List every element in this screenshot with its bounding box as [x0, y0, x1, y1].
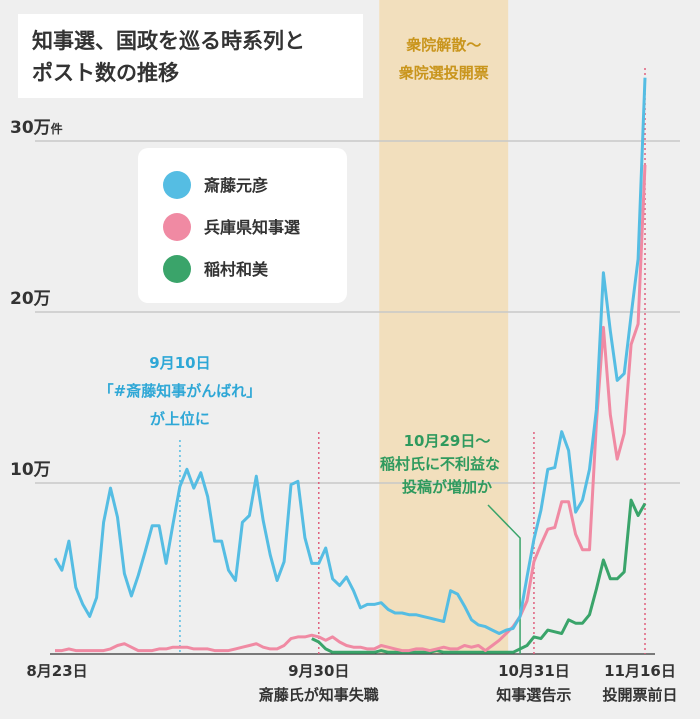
callout-label: 稲村氏に不利益な [380, 455, 500, 473]
x-tick-sublabel: 斎藤氏が知事失職 [259, 686, 379, 704]
labels: 衆院解散～ 衆院選投開票 10万 20万 30万件 9月10日「#斎藤知事がんばれ」が上位… [10, 14, 678, 704]
x-tick-sublabel: 知事選告示 [496, 686, 571, 704]
series-line-0 [53, 77, 647, 635]
x-tick-label: 11月16日 [604, 662, 676, 680]
marker-label: 9月10日 [149, 354, 210, 372]
y-tick-label: 30万件 [10, 118, 63, 138]
legend-swatch [163, 213, 191, 241]
shaded-period [379, 0, 509, 654]
shaded-period-label: 衆院選投開票 [399, 64, 489, 82]
chart-background [379, 0, 509, 654]
callout-label: 投稿が増加か [402, 478, 492, 496]
y-unit-suffix: 件 [51, 121, 63, 136]
series-line-2 [311, 498, 647, 654]
legend-label: 斎藤元彦 [204, 176, 268, 195]
y-tick-label: 10万 [10, 460, 51, 480]
callout-label: 10月29日～ [404, 432, 491, 450]
legend-swatch [163, 255, 191, 283]
x-tick-label: 8月23日 [26, 662, 87, 680]
legend-swatch [163, 171, 191, 199]
title-box [18, 14, 363, 98]
legend-label: 稲村和美 [204, 260, 269, 279]
marker-label: が上位に [150, 410, 210, 428]
x-tick-sublabel: 投開票前日 [602, 686, 677, 704]
series-lines [53, 77, 647, 654]
x-tick-label: 9月30日 [288, 662, 349, 680]
marker-label: 「#斎藤知事がんばれ」 [99, 382, 262, 400]
shaded-period-label: 衆院解散～ [406, 36, 481, 54]
legend-label: 兵庫県知事選 [204, 218, 300, 237]
y-tick-label: 20万 [10, 289, 51, 309]
chart-title: ポスト数の推移 [32, 61, 179, 85]
chart-title: 知事選、国政を巡る時系列と [32, 29, 305, 53]
series-line-1 [55, 164, 647, 653]
x-tick-label: 10月31日 [498, 662, 570, 680]
